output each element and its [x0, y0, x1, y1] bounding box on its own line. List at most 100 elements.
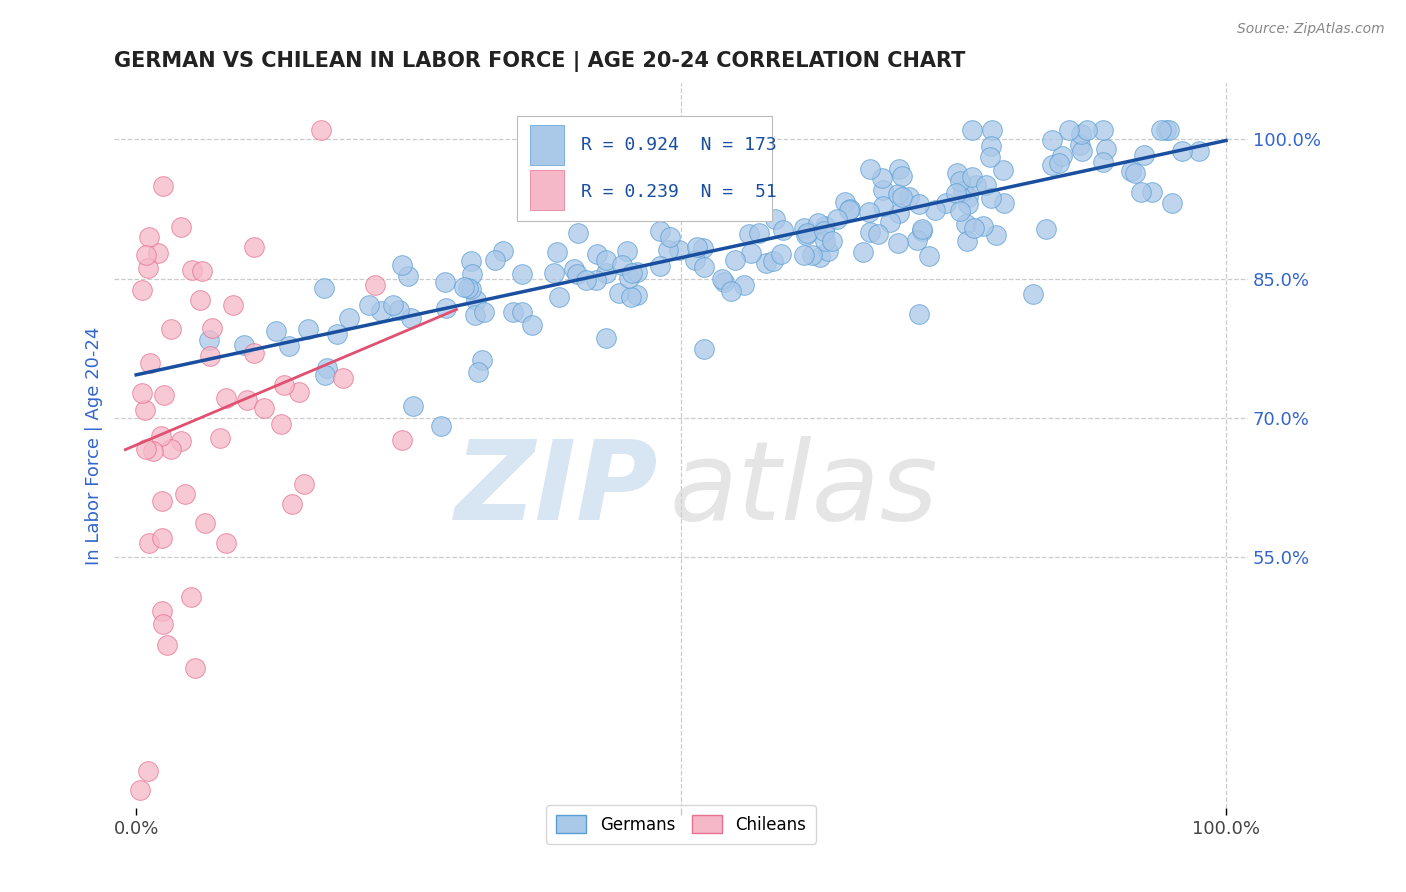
Point [693, 342, 716, 356]
Point [796, 226, 818, 240]
Point [800, 248, 823, 262]
Point [546, 245, 568, 260]
Point [149, 429, 172, 443]
Point [991, 163, 1014, 178]
Text: atlas: atlas [669, 436, 938, 543]
Point [1129, 185, 1152, 199]
Point [1057, 123, 1080, 137]
Point [595, 331, 617, 345]
Point [972, 219, 994, 233]
Point [974, 178, 997, 192]
Point [152, 178, 174, 193]
Point [150, 494, 173, 508]
FancyBboxPatch shape [530, 170, 564, 211]
Point [370, 304, 392, 318]
Point [1161, 195, 1184, 210]
Point [129, 782, 152, 797]
Legend: Germans, Chileans: Germans, Chileans [547, 805, 815, 844]
Point [979, 150, 1001, 164]
Point [131, 284, 153, 298]
Point [382, 298, 405, 312]
Point [620, 290, 643, 304]
Point [648, 260, 671, 274]
Point [460, 253, 482, 268]
Point [232, 338, 254, 352]
Point [484, 252, 506, 267]
Point [744, 171, 766, 186]
Point [548, 290, 571, 304]
Point [713, 276, 735, 290]
Point [980, 191, 1002, 205]
Point [170, 219, 193, 234]
Point [1121, 164, 1143, 178]
Point [890, 190, 912, 204]
Point [243, 240, 266, 254]
Point [742, 200, 765, 214]
Point [769, 247, 792, 261]
Point [430, 418, 453, 433]
Point [1040, 133, 1063, 147]
Point [733, 277, 755, 292]
Point [325, 326, 347, 341]
Y-axis label: In Labor Force | Age 20-24: In Labor Force | Age 20-24 [86, 326, 103, 566]
Point [808, 250, 831, 264]
Point [793, 248, 815, 262]
Point [692, 241, 714, 255]
Point [288, 384, 311, 399]
Point [1123, 166, 1146, 180]
Point [575, 272, 598, 286]
Point [858, 204, 880, 219]
Point [962, 123, 984, 137]
Point [724, 252, 747, 267]
Point [946, 166, 969, 180]
Point [402, 400, 425, 414]
Point [872, 183, 894, 197]
Point [620, 202, 643, 216]
Point [337, 311, 360, 326]
Point [135, 442, 157, 456]
Point [1095, 142, 1118, 156]
Point [918, 249, 941, 263]
Point [887, 206, 910, 220]
Text: GERMAN VS CHILEAN IN LABOR FORCE | AGE 20-24 CORRELATION CHART: GERMAN VS CHILEAN IN LABOR FORCE | AGE 2… [114, 51, 966, 71]
Point [585, 246, 607, 260]
Point [150, 604, 173, 618]
Point [911, 224, 934, 238]
Point [152, 617, 174, 632]
Point [464, 293, 486, 308]
Point [1133, 148, 1156, 162]
Point [1149, 123, 1171, 137]
Point [859, 161, 882, 176]
Point [194, 516, 217, 531]
Point [755, 256, 778, 270]
Point [135, 248, 157, 262]
Point [813, 224, 835, 238]
Point [208, 431, 231, 445]
Point [1050, 149, 1073, 163]
Point [924, 203, 946, 218]
Point [191, 264, 214, 278]
Point [993, 195, 1015, 210]
Point [467, 365, 489, 379]
Point [859, 225, 882, 239]
Point [870, 170, 893, 185]
Point [543, 266, 565, 280]
Point [1154, 123, 1177, 137]
Point [387, 302, 409, 317]
Point [852, 244, 875, 259]
Point [215, 391, 238, 405]
Point [817, 244, 839, 258]
Point [738, 227, 761, 241]
Point [357, 298, 380, 312]
Point [711, 272, 734, 286]
Point [294, 477, 316, 491]
Point [595, 253, 617, 268]
Point [316, 361, 339, 376]
Point [138, 536, 160, 550]
Point [683, 252, 706, 267]
Point [806, 217, 828, 231]
Point [866, 227, 889, 241]
Point [965, 178, 987, 192]
Point [180, 591, 202, 605]
Point [659, 230, 682, 244]
